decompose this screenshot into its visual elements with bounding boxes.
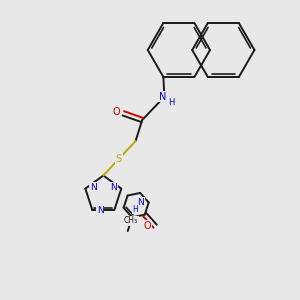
Text: N: N [137, 198, 144, 207]
Text: S: S [116, 154, 122, 164]
Text: H: H [133, 205, 138, 214]
Text: O: O [144, 221, 151, 231]
Text: CH₃: CH₃ [124, 217, 138, 226]
Text: N: N [110, 183, 117, 192]
Text: O: O [113, 107, 121, 117]
Text: N: N [90, 183, 97, 192]
Text: H: H [168, 98, 174, 107]
Text: N: N [97, 206, 104, 215]
Text: N: N [158, 92, 166, 102]
